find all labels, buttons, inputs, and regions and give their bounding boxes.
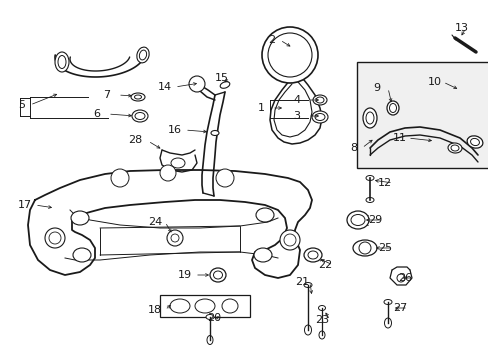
Ellipse shape: [312, 95, 326, 105]
Ellipse shape: [134, 95, 141, 99]
Text: 1: 1: [258, 103, 264, 113]
Text: 13: 13: [454, 23, 468, 33]
Circle shape: [216, 169, 234, 187]
Circle shape: [358, 242, 370, 254]
Text: 10: 10: [427, 77, 441, 87]
Text: 12: 12: [377, 178, 391, 188]
Circle shape: [171, 234, 179, 242]
Text: 29: 29: [367, 215, 382, 225]
Ellipse shape: [318, 306, 325, 310]
Ellipse shape: [386, 101, 398, 115]
Ellipse shape: [384, 318, 391, 328]
Ellipse shape: [350, 215, 364, 225]
Ellipse shape: [352, 240, 376, 256]
Text: 3: 3: [292, 111, 299, 121]
Ellipse shape: [346, 211, 368, 229]
Text: 27: 27: [392, 303, 407, 313]
Text: 5: 5: [18, 100, 25, 110]
Ellipse shape: [318, 331, 325, 339]
Ellipse shape: [365, 112, 373, 124]
Text: 21: 21: [294, 277, 308, 287]
Ellipse shape: [365, 175, 373, 180]
Text: 9: 9: [372, 83, 379, 93]
Ellipse shape: [304, 248, 321, 262]
Ellipse shape: [132, 110, 148, 122]
Ellipse shape: [55, 52, 69, 72]
Ellipse shape: [315, 97, 324, 103]
Ellipse shape: [131, 93, 145, 101]
Ellipse shape: [71, 211, 89, 225]
Text: 15: 15: [215, 73, 228, 83]
Circle shape: [111, 169, 129, 187]
Ellipse shape: [362, 108, 376, 128]
Ellipse shape: [209, 268, 225, 282]
Text: 8: 8: [349, 143, 356, 153]
Circle shape: [189, 76, 204, 92]
Text: 14: 14: [158, 82, 172, 92]
Ellipse shape: [466, 136, 482, 148]
Ellipse shape: [139, 50, 146, 60]
Ellipse shape: [365, 198, 373, 202]
Text: 26: 26: [397, 273, 411, 283]
Circle shape: [167, 230, 183, 246]
Ellipse shape: [137, 47, 149, 63]
Ellipse shape: [205, 315, 214, 320]
Circle shape: [49, 232, 61, 244]
Ellipse shape: [135, 112, 145, 120]
Ellipse shape: [450, 145, 458, 151]
Text: 6: 6: [93, 109, 100, 119]
Text: 20: 20: [206, 313, 221, 323]
Text: 17: 17: [18, 200, 32, 210]
Ellipse shape: [314, 113, 325, 121]
Circle shape: [45, 228, 65, 248]
Ellipse shape: [447, 143, 461, 153]
Text: 28: 28: [128, 135, 142, 145]
Text: 16: 16: [168, 125, 182, 135]
Text: 22: 22: [317, 260, 331, 270]
Text: 24: 24: [148, 217, 162, 227]
Circle shape: [396, 274, 404, 282]
Text: 23: 23: [314, 315, 328, 325]
Text: 19: 19: [178, 270, 192, 280]
Text: 25: 25: [377, 243, 391, 253]
Ellipse shape: [213, 271, 222, 279]
Ellipse shape: [210, 130, 219, 135]
Ellipse shape: [256, 208, 273, 222]
Circle shape: [284, 234, 295, 246]
Circle shape: [262, 27, 317, 83]
Bar: [160, 295, 249, 317]
Ellipse shape: [206, 336, 213, 345]
Ellipse shape: [170, 299, 190, 313]
Circle shape: [160, 165, 176, 181]
Ellipse shape: [253, 248, 271, 262]
Ellipse shape: [58, 55, 66, 68]
Text: 2: 2: [267, 35, 275, 45]
Circle shape: [280, 230, 299, 250]
Ellipse shape: [304, 283, 311, 288]
Ellipse shape: [469, 139, 478, 145]
Ellipse shape: [311, 111, 327, 123]
Ellipse shape: [304, 325, 311, 335]
Ellipse shape: [383, 300, 391, 305]
Text: 18: 18: [148, 305, 162, 315]
Text: 4: 4: [292, 95, 300, 105]
Ellipse shape: [389, 104, 396, 112]
Circle shape: [267, 33, 311, 77]
Ellipse shape: [171, 158, 184, 168]
Text: 11: 11: [392, 133, 406, 143]
Ellipse shape: [220, 82, 229, 88]
Bar: [356, 62, 488, 168]
Text: 7: 7: [103, 90, 110, 100]
Ellipse shape: [195, 299, 215, 313]
Ellipse shape: [307, 251, 317, 259]
Ellipse shape: [73, 248, 91, 262]
Ellipse shape: [222, 299, 238, 313]
